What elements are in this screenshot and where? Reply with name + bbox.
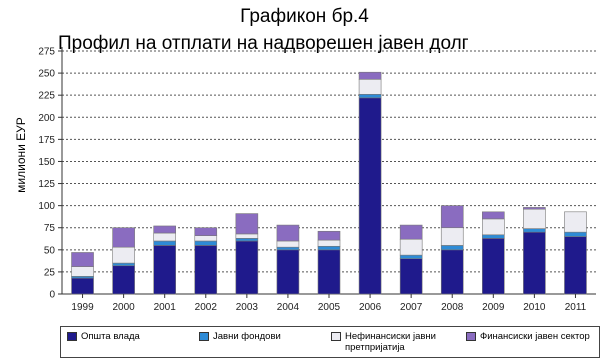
x-tick-label: 2006 [359,302,382,313]
x-tick-label: 2010 [523,302,546,313]
bar-segment-2008-s0 [440,249,464,295]
bar-segment-2009-s2 [482,218,505,236]
bar-segment-2001-s1 [153,240,176,246]
y-tick-label: 225 [38,91,55,102]
y-tick-label: 150 [38,157,55,168]
bar-segment-2010-s3 [523,207,546,210]
y-tick-label: 250 [38,69,55,80]
legend-label: Општа влада [81,331,140,342]
bar-segment-2010-s0 [523,231,546,295]
bar-segment-1999-s3 [71,252,94,267]
y-tick-label: 50 [44,245,56,256]
y-tick-label: 200 [38,113,55,124]
bar-segment-2003-s3 [235,213,259,235]
bar-segment-2005-s0 [317,249,341,295]
y-tick-label: 175 [38,135,55,146]
legend-label: Финансиски јавен сектор [480,331,590,342]
bar-segment-2008-s1 [440,245,464,251]
bar-segment-2006-s1 [358,93,382,99]
bar-segment-2008-s2 [440,227,464,246]
x-tick-label: 2009 [482,302,505,313]
bar-segment-2010-s1 [523,228,546,233]
bar-segment-2006-s3 [358,71,382,80]
bar-segment-2005-s3 [317,230,341,241]
y-tick-label: 125 [38,179,55,190]
bar-segment-2000-s2 [112,246,135,264]
bar-segment-2007-s3 [399,224,423,240]
y-tick-label: 75 [44,223,56,234]
bar-segment-2005-s2 [317,239,341,247]
bar-segment-2006-s2 [358,78,382,95]
bar-segment-1999-s0 [71,277,94,295]
x-tick-label: 2005 [318,302,341,313]
chart-title: Графикон бр.4 [240,6,369,27]
legend-label: Јавни фондови [213,331,281,342]
x-tick-label: 1999 [71,302,94,313]
x-tick-label: 2004 [277,302,300,313]
chart-legend: Општа влада Јавни фондови Нефинансиски јав… [60,326,600,358]
x-tick-label: 2001 [154,302,177,313]
y-tick-label: 25 [44,267,56,278]
chart-subtitle: Профил на отплати на надворешен јавен до… [58,33,469,54]
bar-segment-2009-s0 [482,238,505,295]
bar-segment-2011-s0 [564,236,587,295]
legend-swatch [67,332,77,341]
bar-segment-2007-s2 [399,238,423,256]
legend-item: Јавни фондови [199,331,281,342]
bar-segment-2002-s0 [194,245,218,295]
legend-item: Нефинансиски јавни претпријатија [331,331,460,353]
bar-segment-2004-s2 [276,240,300,248]
bar-segment-2011-s1 [564,231,587,237]
bar-segment-2007-s1 [399,254,423,259]
bar-segment-2004-s0 [276,249,300,295]
x-tick-label: 2000 [112,302,135,313]
bar-segment-2005-s1 [317,245,341,251]
y-tick-label: 100 [38,201,55,212]
bar-segment-2000-s0 [112,265,135,295]
x-tick-label: 2011 [565,302,587,313]
legend-item: Општа влада [67,331,140,342]
bar-segment-2003-s2 [235,233,259,239]
bar-segment-2008-s3 [440,205,464,229]
bar-segment-1999-s2 [71,266,94,277]
bar-segment-2002-s2 [194,235,218,242]
bar-segment-2001-s3 [153,225,176,234]
bar-segment-2003-s0 [235,240,259,295]
bar-segment-2000-s3 [112,227,135,248]
bar-segment-2006-s0 [358,97,382,295]
bar-segment-2001-s0 [153,245,176,295]
bar-segment-2009-s3 [482,211,505,220]
legend-swatch [199,332,209,341]
bar-segment-2001-s2 [153,232,176,242]
x-tick-label: 2007 [400,302,423,313]
legend-label: Нефинансиски јавни претпријатија [345,331,436,353]
bar-segment-2002-s1 [194,240,218,246]
bar-segment-2003-s1 [235,238,259,242]
x-tick-label: 2008 [441,302,464,313]
bar-segment-2009-s1 [482,234,505,239]
bar-segment-2002-s3 [194,227,218,236]
y-tick-label: 0 [49,290,55,301]
legend-swatch [466,332,476,341]
legend-swatch [331,332,341,341]
legend-item: Финансиски јавен сектор [466,331,590,342]
bar-segment-2007-s0 [399,258,423,295]
bar-segment-2011-s2 [564,211,587,233]
bar-segment-2000-s1 [112,262,135,267]
bar-segment-2004-s3 [276,224,300,242]
x-tick-label: 2003 [236,302,259,313]
bar-segment-2004-s1 [276,246,300,251]
bar-segment-2010-s2 [523,208,546,229]
x-tick-label: 2002 [195,302,218,313]
y-tick-label: 275 [38,47,55,58]
